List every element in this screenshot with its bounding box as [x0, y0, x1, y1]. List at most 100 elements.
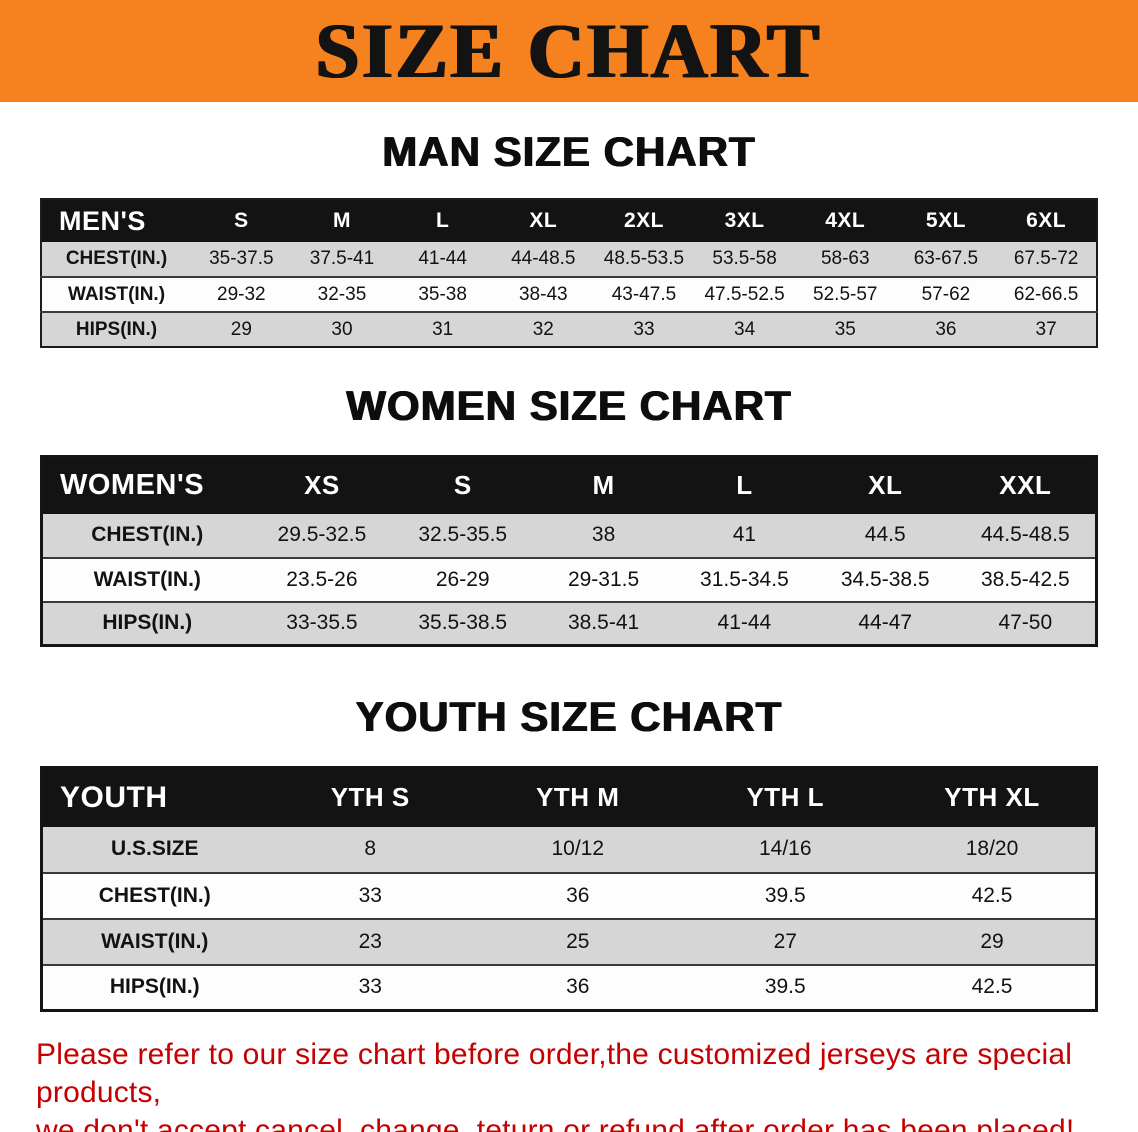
size-cell: 57-62	[921, 283, 971, 305]
size-cell: 44.5	[864, 523, 906, 546]
size-cell: 31.5-34.5	[700, 567, 789, 591]
size-cell: 29-31.5	[567, 567, 640, 591]
size-cell: 25	[566, 929, 590, 953]
size-cell: 38.5-41	[567, 611, 640, 635]
size-cell: 23.5-26	[286, 567, 358, 591]
table-row: HIPS(IN.) 33-35.5 35.5-38.5 38.5-41 41-4…	[41, 601, 1097, 646]
row-label: CHEST(IN.)	[98, 883, 211, 907]
size-cell: 26-29	[435, 567, 490, 591]
size-cell: 30	[331, 318, 353, 340]
size-cell: 32	[532, 318, 554, 340]
size-cell: 67.5-72	[1013, 248, 1079, 269]
row-label: WAIST(IN.)	[101, 929, 209, 953]
women-size-table: WOMEN'S XS S M L XL XXL CHEST(IN.) 29.5-…	[40, 455, 1098, 647]
size-cell: 39.5	[764, 883, 806, 907]
youth-header-row: YOUTH YTH S YTH M YTH L YTH XL	[41, 767, 1097, 827]
men-section-heading: MAN SIZE CHART	[382, 128, 756, 175]
size-column-header: S	[392, 456, 534, 514]
size-column-header: L	[673, 456, 815, 514]
size-cell: 23	[358, 929, 382, 953]
size-cell: 36	[935, 318, 957, 340]
youth-table-corner-label: YOUTH	[41, 767, 267, 827]
youth-section: YOUTH SIZE CHART YOUTH YTH S YTH M YTH L…	[0, 695, 1138, 1012]
disclaimer-line-1: Please refer to our size chart before or…	[36, 1038, 1073, 1109]
table-row: HIPS(IN.) 33 36 39.5 42.5	[41, 964, 1097, 1011]
table-row: CHEST(IN.) 29.5-32.5 32.5-35.5 38 41 44.…	[41, 513, 1097, 558]
size-cell: 29	[980, 929, 1004, 953]
size-cell: 34	[734, 318, 756, 340]
size-cell: 63-67.5	[913, 248, 979, 269]
disclaimer: Please refer to our size chart before or…	[36, 1036, 1118, 1132]
size-cell: 36	[566, 883, 590, 907]
women-section: WOMEN SIZE CHART WOMEN'S XS S M L XL XXL…	[0, 384, 1138, 647]
size-column-header: YTH XL	[889, 767, 1097, 827]
size-cell: 62-66.5	[1013, 283, 1079, 305]
size-cell: 31	[432, 318, 454, 340]
size-cell: 41-44	[717, 611, 772, 635]
size-cell: 38.5-42.5	[980, 567, 1070, 591]
table-row: HIPS(IN.) 29 30 31 32 33 34 35 36 37	[41, 312, 1097, 347]
youth-section-heading: YOUTH SIZE CHART	[355, 693, 783, 740]
row-label: HIPS(IN.)	[102, 611, 193, 635]
women-header-row: WOMEN'S XS S M L XL XXL	[41, 456, 1097, 514]
disclaimer-line-2: we don't accept cancel, change, teturn o…	[36, 1114, 1075, 1132]
row-label: HIPS(IN.)	[75, 318, 158, 340]
size-cell: 36	[566, 975, 590, 999]
size-column-header: L	[392, 199, 493, 242]
size-cell: 47-50	[998, 611, 1053, 635]
size-cell: 27	[773, 929, 797, 953]
size-cell: 8	[364, 837, 377, 860]
size-cell: 41-44	[418, 248, 467, 269]
row-label: WAIST(IN.)	[93, 567, 201, 591]
size-column-header: 2XL	[593, 199, 695, 242]
size-cell: 41	[732, 523, 757, 546]
size-cell: 37.5-41	[309, 248, 375, 269]
size-column-header: 3XL	[694, 199, 795, 242]
size-cell: 33	[358, 883, 382, 907]
table-row: WAIST(IN.) 23.5-26 26-29 29-31.5 31.5-34…	[41, 557, 1097, 602]
size-cell: 38-43	[518, 283, 568, 305]
table-row: WAIST(IN.) 23 25 27 29	[41, 918, 1097, 965]
size-column-header: XL	[814, 456, 956, 514]
size-cell: 53.5-58	[712, 248, 777, 269]
size-column-header: XS	[251, 456, 393, 514]
size-cell: 47.5-52.5	[704, 283, 785, 305]
table-row: CHEST(IN.) 35-37.5 37.5-41 41-44 44-48.5…	[41, 242, 1097, 277]
size-chart-banner: SIZE CHART	[0, 0, 1138, 102]
size-column-header: M	[291, 199, 393, 242]
size-column-header: 6XL	[996, 199, 1097, 242]
size-column-header: S	[191, 199, 292, 242]
size-cell: 32-35	[317, 283, 367, 305]
size-cell: 34.5-38.5	[840, 567, 930, 591]
size-cell: 44.5-48.5	[980, 523, 1070, 546]
men-section: MAN SIZE CHART MEN'S S M L XL 2XL 3XL 4X…	[0, 130, 1138, 348]
table-row: CHEST(IN.) 33 36 39.5 42.5	[41, 872, 1097, 919]
size-cell: 42.5	[971, 975, 1013, 999]
size-cell: 35	[834, 318, 856, 340]
size-cell: 38	[591, 523, 616, 546]
size-cell: 35-37.5	[209, 248, 274, 269]
size-cell: 18/20	[965, 837, 1019, 860]
size-column-header: 5XL	[895, 199, 997, 242]
size-cell: 29-32	[217, 283, 266, 305]
youth-size-table: YOUTH YTH S YTH M YTH L YTH XL U.S.SIZE …	[40, 766, 1098, 1012]
size-column-header: XL	[492, 199, 594, 242]
size-cell: 42.5	[971, 883, 1013, 907]
size-cell: 10/12	[551, 837, 605, 860]
size-cell: 43-47.5	[611, 283, 677, 305]
size-cell: 32.5-35.5	[418, 523, 508, 546]
women-table-corner-label: WOMEN'S	[41, 456, 252, 514]
size-cell: 58-63	[820, 248, 870, 269]
size-cell: 37	[1035, 318, 1057, 340]
size-cell: 52.5-57	[813, 283, 878, 305]
page-title: SIZE CHART	[315, 7, 823, 94]
men-table-corner-label: MEN'S	[41, 199, 191, 242]
size-cell: 35-38	[418, 283, 467, 305]
size-column-header: XXL	[955, 456, 1097, 514]
size-column-header: YTH S	[266, 767, 474, 827]
row-label: CHEST(IN.)	[65, 248, 168, 269]
table-row: U.S.SIZE 8 10/12 14/16 18/20	[41, 826, 1097, 873]
women-section-heading: WOMEN SIZE CHART	[346, 382, 792, 429]
size-cell: 33	[358, 975, 382, 999]
size-cell: 14/16	[758, 837, 812, 860]
